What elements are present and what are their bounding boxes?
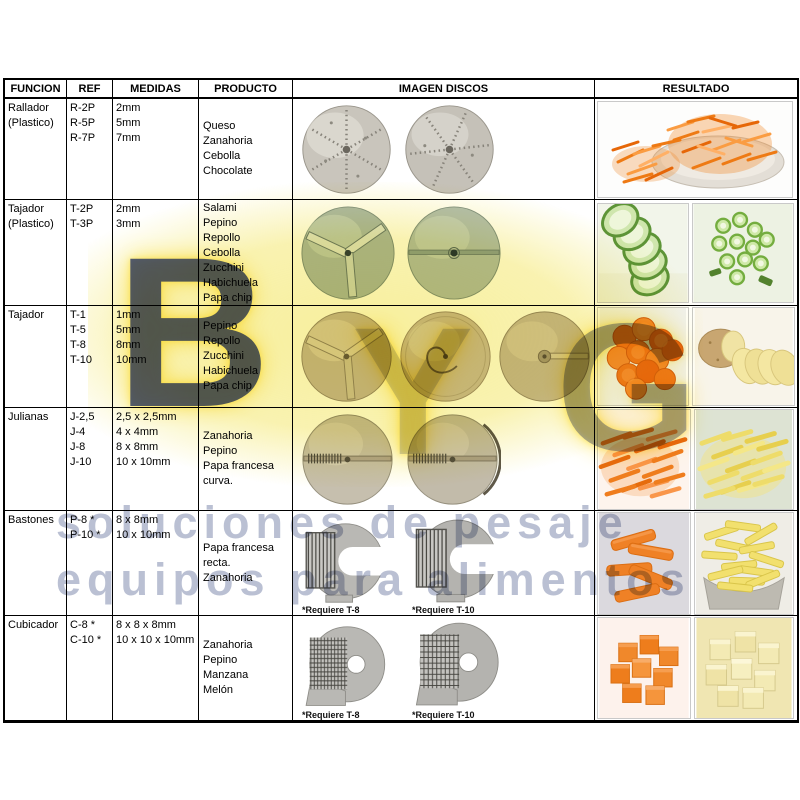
grater-disc-image: [302, 104, 391, 194]
chopped-green-peppers-image: [692, 202, 794, 303]
funcion-cell: Bastones: [5, 511, 67, 616]
disc-figure: *Requiere T-10: [409, 621, 513, 720]
producto-cell: Queso Zanahoria Cebolla Chocolate: [199, 99, 293, 200]
header-producto: PRODUCTO: [199, 80, 293, 99]
discos-cell: *Requiere T-8 *Requiere T-10: [293, 616, 595, 720]
funcion-cell: Rallador (Plastico): [5, 99, 67, 200]
ref-cell: R-2P R-5P R-7P: [67, 99, 113, 200]
julienne-disc-image: [407, 413, 501, 505]
three-blade-slicing-disc-image: [301, 311, 392, 402]
ref-cell: P-8 * P-10 *: [67, 511, 113, 616]
disc-figure: *Requiere T-10: [409, 518, 513, 615]
disc-caption: *Requiere T-8: [302, 710, 360, 720]
ref-cell: J-2,5 J-4 J-8 J-10: [67, 408, 113, 511]
three-blade-slicing-disc-image: [301, 205, 395, 300]
header-imagen-discos: IMAGEN DISCOS: [293, 80, 595, 99]
producto-cell: Papa francesa recta. Zanahoria: [199, 511, 293, 616]
julienne-disc-image: [302, 413, 393, 505]
resultado-cell: [595, 616, 797, 720]
dicing-grid-disc-image: [305, 626, 386, 706]
table-row: Tajador T-1 T-5 T-8 T-10 1mm 5mm 8mm 10m…: [5, 306, 797, 408]
producto-cell: Zanahoria Pepino Manzana Melón: [199, 616, 293, 720]
resultado-cell: [595, 306, 797, 408]
julienne-potato-sticks-image: [694, 408, 794, 510]
resultado-cell: [595, 200, 797, 306]
carrot-batons-image: [597, 511, 691, 615]
discs-table: FUNCION REF MEDIDAS PRODUCTO IMAGEN DISC…: [3, 78, 799, 723]
carrot-cubes-image: [597, 617, 691, 719]
medidas-cell: 2,5 x 2,5mm 4 x 4mm 8 x 8mm 10 x 10mm: [113, 408, 199, 511]
shredded-carrots-on-plate-image: [597, 100, 793, 198]
table-row: Cubicador C-8 * C-10 * 8 x 8 x 8mm 10 x …: [5, 616, 797, 720]
header-funcion: FUNCION: [5, 80, 67, 99]
ref-cell: C-8 * C-10 *: [67, 616, 113, 720]
french-fries-image: [694, 511, 794, 615]
disc-caption: *Requiere T-10: [412, 710, 475, 720]
spiral-blade-slicing-disc-image: [400, 311, 491, 402]
baton-grid-disc-image: [305, 523, 399, 603]
grater-disc-image: [405, 104, 494, 194]
table-row: Julianas J-2,5 J-4 J-8 J-10 2,5 x 2,5mm …: [5, 408, 797, 511]
disc-caption: *Requiere T-8: [302, 605, 360, 615]
cucumber-slices-image: [597, 202, 689, 303]
ref-cell: T-1 T-5 T-8 T-10: [67, 306, 113, 408]
resultado-cell: [595, 408, 797, 511]
julienne-carrots-image: [597, 408, 691, 510]
ref-cell: T-2P T-3P: [67, 200, 113, 306]
single-blade-hub-disc-image: [499, 311, 590, 402]
funcion-cell: Tajador (Plastico): [5, 200, 67, 306]
header-medidas: MEDIDAS: [113, 80, 199, 99]
table-row: Tajador (Plastico) T-2P T-3P 2mm 3mm Sal…: [5, 200, 797, 306]
resultado-cell: [595, 511, 797, 616]
discos-cell: [293, 306, 595, 408]
medidas-cell: 8 x 8mm 10 x 10mm: [113, 511, 199, 616]
single-blade-slicing-disc-image: [407, 205, 501, 300]
potato-slices-image: [691, 307, 795, 406]
baton-grid-disc-image: [415, 519, 513, 603]
medidas-cell: 1mm 5mm 8mm 10mm: [113, 306, 199, 408]
funcion-cell: Cubicador: [5, 616, 67, 720]
discos-cell: [293, 408, 595, 511]
table-row: Bastones P-8 * P-10 * 8 x 8mm 10 x 10mm …: [5, 511, 797, 616]
medidas-cell: 2mm 5mm 7mm: [113, 99, 199, 200]
funcion-cell: Tajador: [5, 306, 67, 408]
disc-figure: *Requiere T-8: [299, 522, 399, 615]
table-header-row: FUNCION REF MEDIDAS PRODUCTO IMAGEN DISC…: [5, 80, 797, 99]
dicing-grid-disc-image: [415, 622, 499, 706]
medidas-cell: 2mm 3mm: [113, 200, 199, 306]
funcion-cell: Julianas: [5, 408, 67, 511]
potato-cubes-image: [694, 617, 794, 719]
carrot-slices-image: [597, 307, 689, 406]
producto-cell: Salami Pepino Repollo Cebolla Zucchini H…: [199, 200, 293, 306]
resultado-cell: [595, 99, 797, 200]
producto-cell: Zanahoria Pepino Papa francesa curva.: [199, 408, 293, 511]
discos-cell: [293, 200, 595, 306]
discos-cell: [293, 99, 595, 200]
disc-caption: *Requiere T-10: [412, 605, 475, 615]
header-ref: REF: [67, 80, 113, 99]
discos-cell: *Requiere T-8 *Requiere T-10: [293, 511, 595, 616]
producto-cell: Pepino Repollo Zucchini Habichuela Papa …: [199, 306, 293, 408]
header-resultado: RESULTADO: [595, 80, 797, 99]
disc-figure: *Requiere T-8: [299, 625, 399, 720]
table-row: Rallador (Plastico) R-2P R-5P R-7P 2mm 5…: [5, 99, 797, 200]
medidas-cell: 8 x 8 x 8mm 10 x 10 x 10mm: [113, 616, 199, 720]
